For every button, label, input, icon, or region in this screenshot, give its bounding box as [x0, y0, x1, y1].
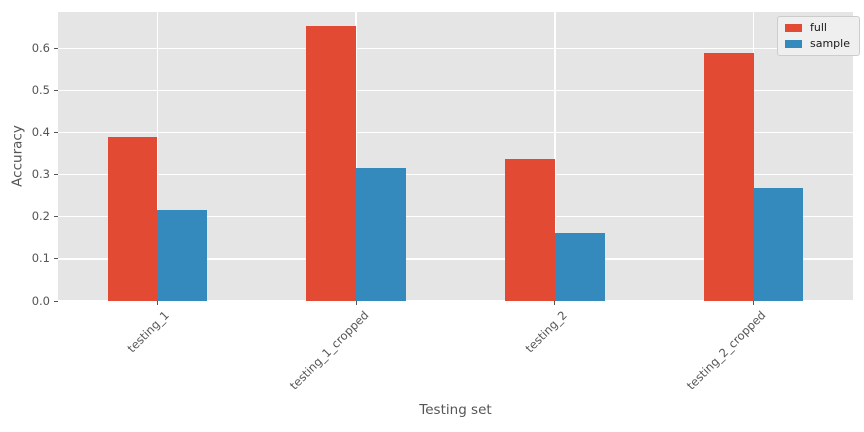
y-tick-label: 0.3 [31, 167, 50, 182]
x-tick-mark [156, 301, 158, 305]
x-tick-label: testing_1_cropped [286, 308, 372, 393]
h-gridline [58, 89, 853, 92]
y-tick-label: 0.4 [31, 124, 50, 139]
bar-full-testing_2_cropped [703, 53, 754, 301]
plot-area [58, 12, 853, 302]
h-gridline [58, 131, 853, 134]
x-tick-label: testing_1 [124, 308, 173, 356]
bar-full-testing_1_cropped [306, 25, 357, 301]
legend: full sample [777, 16, 860, 56]
bar-full-testing_1 [107, 137, 158, 301]
x-tick-mark [753, 301, 755, 305]
legend-item: full [785, 22, 850, 34]
y-tick-mark [54, 216, 58, 218]
h-gridline [58, 216, 853, 218]
bar-sample-testing_1_cropped [356, 168, 406, 301]
y-tick-mark [54, 174, 58, 176]
y-tick-mark [54, 258, 58, 260]
x-tick-mark [554, 301, 556, 305]
y-tick-label: 0.1 [31, 251, 50, 266]
legend-label: sample [810, 37, 850, 50]
v-gridline [554, 12, 556, 301]
legend-swatch [785, 24, 802, 32]
h-gridline [58, 300, 853, 302]
y-tick-label: 0.5 [31, 82, 50, 97]
y-tick-mark [54, 131, 58, 133]
legend-swatch [785, 40, 802, 48]
y-tick-mark [54, 47, 58, 49]
h-gridline [58, 173, 853, 176]
x-axis-title: Testing set [419, 402, 492, 418]
y-tick-label: 0.0 [31, 293, 50, 308]
bar-sample-testing_1 [157, 210, 208, 301]
bar-sample-testing_2 [554, 233, 605, 301]
x-tick-label: testing_2_cropped [684, 308, 769, 393]
h-gridline [58, 47, 853, 49]
legend-label: full [810, 21, 827, 34]
y-tick-mark [54, 300, 58, 302]
y-tick-label: 0.6 [31, 40, 50, 55]
legend-item: sample [785, 38, 850, 50]
x-tick-label: testing_2 [522, 308, 570, 356]
h-gridline [58, 258, 853, 260]
y-tick-label: 0.2 [31, 209, 50, 224]
x-tick-mark [355, 301, 357, 305]
bar-full-testing_2 [505, 159, 555, 301]
y-tick-mark [54, 89, 58, 91]
bar-sample-testing_2_cropped [753, 188, 804, 301]
